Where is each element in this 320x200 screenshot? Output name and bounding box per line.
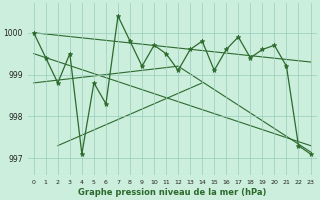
X-axis label: Graphe pression niveau de la mer (hPa): Graphe pression niveau de la mer (hPa) bbox=[78, 188, 266, 197]
